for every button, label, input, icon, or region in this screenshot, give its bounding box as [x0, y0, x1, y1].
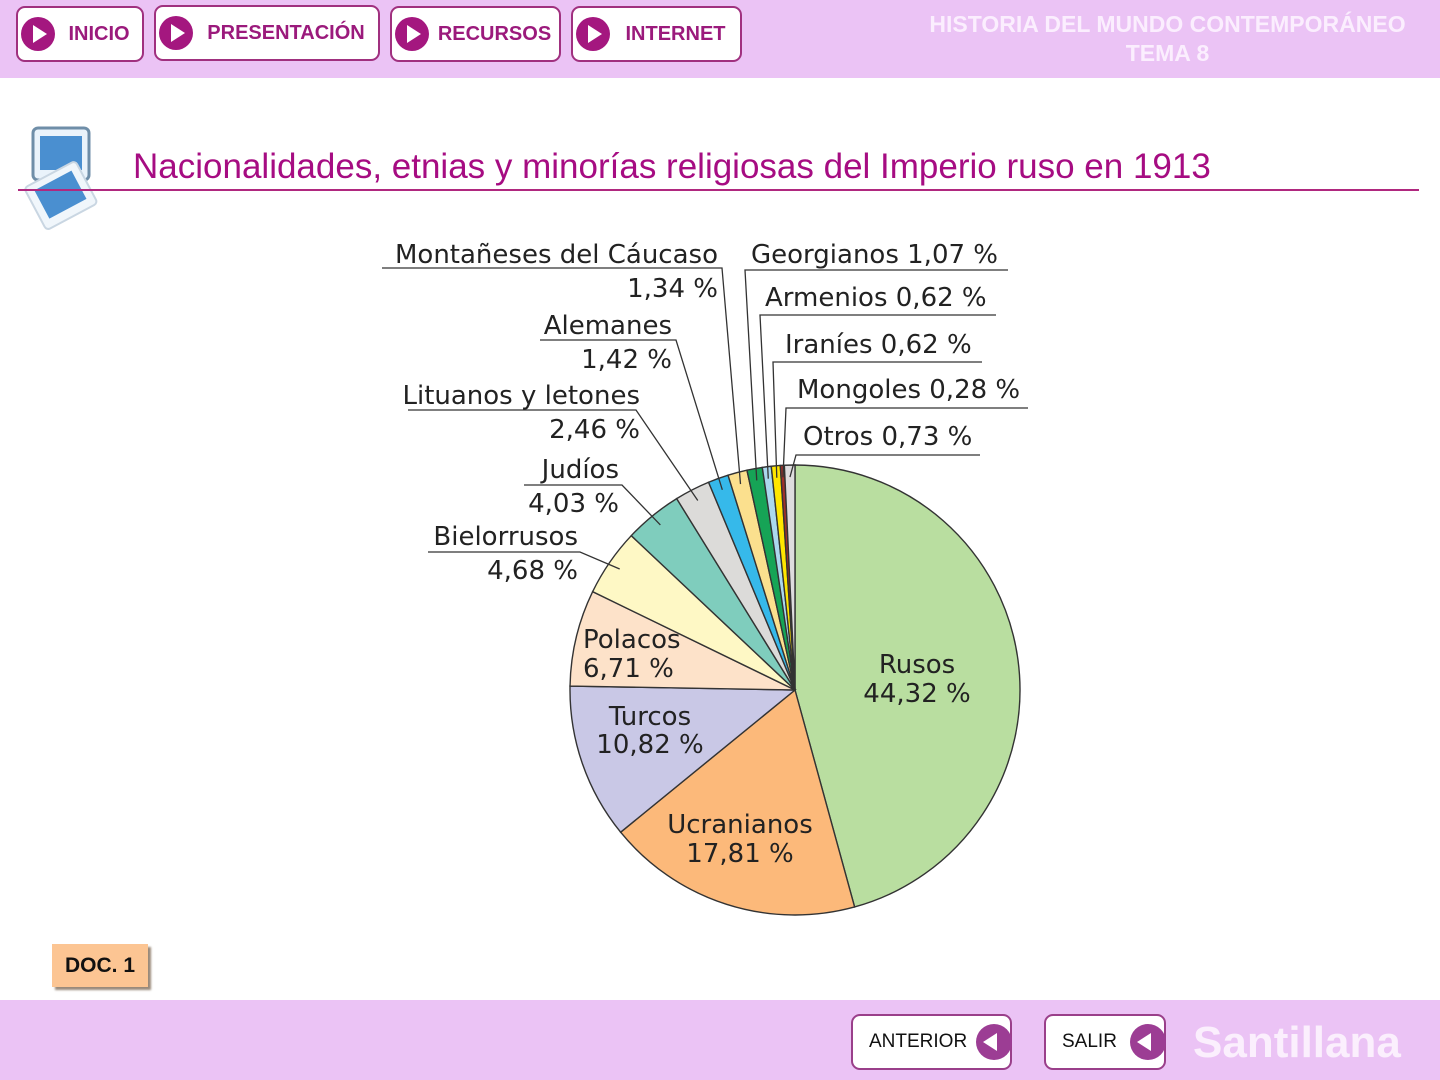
- slice-name-label: Ucranianos: [667, 810, 813, 840]
- slice-label: Iraníes 0,62 %: [785, 330, 972, 360]
- exit-label: SALIR: [1062, 1031, 1117, 1052]
- slice-value-label: 4,03 %: [528, 489, 619, 519]
- slice-name-label: Judíos: [540, 455, 619, 485]
- nav-internet-label: INTERNET: [625, 22, 726, 45]
- nav-recursos-button[interactable]: RECURSOS: [390, 6, 561, 62]
- nav-internet-button[interactable]: INTERNET: [571, 6, 742, 62]
- slice-value-label: 1,42 %: [581, 345, 672, 375]
- slice-value-label: 17,81 %: [686, 839, 793, 869]
- nav-recursos-label: RECURSOS: [437, 22, 552, 45]
- slides-icon: [24, 126, 98, 230]
- play-arrow-icon: [159, 16, 193, 50]
- bottom-bar: [0, 1000, 1440, 1080]
- slice-value-label: 4,68 %: [487, 556, 578, 586]
- slice-value-label: 10,82 %: [596, 730, 703, 760]
- course-title-line1: HISTORIA DEL MUNDO CONTEMPORÁNEO: [929, 11, 1406, 37]
- leader-lines: [382, 267, 1028, 570]
- slice-name-label: Montañeses del Cáucaso: [395, 240, 718, 270]
- back-arrow-icon: [1130, 1024, 1166, 1060]
- course-title: HISTORIA DEL MUNDO CONTEMPORÁNEO TEMA 8: [900, 10, 1435, 68]
- leader-line: [382, 267, 742, 485]
- leader-line: [759, 314, 996, 479]
- slice-label: Armenios 0,62 %: [765, 283, 987, 313]
- pie-slice: [783, 464, 796, 691]
- play-arrow-icon: [395, 17, 429, 51]
- previous-button[interactable]: ANTERIOR: [851, 1014, 1012, 1070]
- slice-value-label: 44,32 %: [863, 679, 970, 709]
- leader-line: [772, 361, 982, 478]
- slice-name-label: Polacos: [583, 625, 681, 655]
- brand-logo: Santillana: [1193, 1018, 1401, 1067]
- leader-line: [408, 409, 699, 501]
- back-arrow-icon: [976, 1024, 1012, 1060]
- doc-badge: DOC. 1: [52, 944, 148, 987]
- previous-label: ANTERIOR: [869, 1031, 968, 1052]
- pie-slice: [569, 685, 797, 834]
- slice-name-label: Rusos: [879, 650, 955, 680]
- nav-presentacion-label: PRESENTACIÓN: [207, 21, 365, 44]
- pie-slice: [619, 688, 856, 916]
- page-title: Nacionalidades, etnias y minorías religi…: [133, 147, 1211, 186]
- play-arrow-icon: [21, 17, 55, 51]
- nav-inicio-label: INICIO: [68, 22, 130, 45]
- pie-slice: [794, 464, 1021, 908]
- slice-name-label: Alemanes: [544, 311, 672, 341]
- slice-label: Georgianos 1,07 %: [751, 240, 998, 270]
- exit-button[interactable]: SALIR: [1044, 1014, 1166, 1070]
- leader-line: [782, 407, 1028, 478]
- play-arrow-icon: [576, 17, 610, 51]
- slice-value-label: 6,71 %: [583, 654, 674, 684]
- leader-line: [789, 454, 980, 478]
- nav-inicio-button[interactable]: INICIO: [16, 6, 144, 62]
- leader-line: [428, 551, 620, 570]
- slice-label: Otros 0,73 %: [803, 422, 972, 452]
- leader-line: [744, 269, 1008, 481]
- slice-name-label: Lituanos y letones: [402, 381, 640, 411]
- title-divider: [18, 189, 1419, 191]
- slice-value-label: 2,46 %: [549, 415, 640, 445]
- pie-slices: [569, 464, 1021, 916]
- nav-presentacion-button[interactable]: PRESENTACIÓN: [154, 5, 380, 61]
- slice-name-label: Turcos: [608, 702, 691, 732]
- slice-name-label: Bielorrusos: [433, 522, 578, 552]
- leader-line: [540, 339, 723, 490]
- leader-line: [524, 484, 661, 526]
- slice-value-label: 1,34 %: [627, 274, 718, 304]
- course-title-line2: TEMA 8: [1125, 40, 1210, 66]
- slice-label: Mongoles 0,28 %: [797, 375, 1020, 405]
